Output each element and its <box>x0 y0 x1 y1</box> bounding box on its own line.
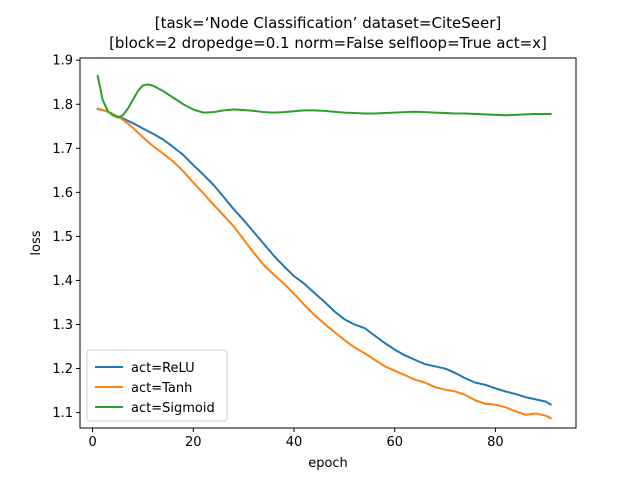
legend-label: act=ReLU <box>131 361 195 376</box>
y-tick-label: 1.9 <box>52 54 73 69</box>
series-line-relu <box>96 108 552 406</box>
y-tick-label: 1.4 <box>52 274 73 289</box>
legend-label: act=Sigmoid <box>131 401 215 416</box>
series-line-tanh <box>96 107 552 420</box>
legend: act=ReLU act=Tanh act=Sigmoid <box>86 349 228 422</box>
y-tick-label: 1.8 <box>52 98 73 113</box>
plot-frame <box>79 57 577 429</box>
series-line-sigmoid <box>96 74 552 119</box>
plot-lines <box>96 74 552 420</box>
legend-label: act=Tanh <box>131 381 192 396</box>
x-tick-label: 40 <box>286 435 303 450</box>
y-tick-label: 1.1 <box>52 406 73 421</box>
x-tick-label: 60 <box>386 435 403 450</box>
chart-title-line-1: [task=‘Node Classification’ dataset=Cite… <box>155 14 502 32</box>
y-tick-label: 1.5 <box>52 230 73 245</box>
y-tick-label: 1.7 <box>52 142 73 157</box>
x-tick-label: 80 <box>487 435 504 450</box>
x-axis-label: epoch <box>308 456 348 471</box>
y-tick-label: 1.2 <box>52 362 73 377</box>
y-tick-label: 1.6 <box>52 186 73 201</box>
x-tick-label: 20 <box>185 435 202 450</box>
y-axis-label: loss <box>29 230 44 255</box>
x-tick-label: 0 <box>88 435 96 450</box>
x-axis-ticks: 0 20 40 60 80 <box>88 428 504 450</box>
y-axis-ticks: 1.1 1.2 1.3 1.4 1.5 1.6 1.7 1.8 1.9 <box>52 54 80 421</box>
chart-title-line-2: [block=2 dropedge=0.1 norm=False selfloo… <box>109 34 547 52</box>
y-tick-label: 1.3 <box>52 318 73 333</box>
